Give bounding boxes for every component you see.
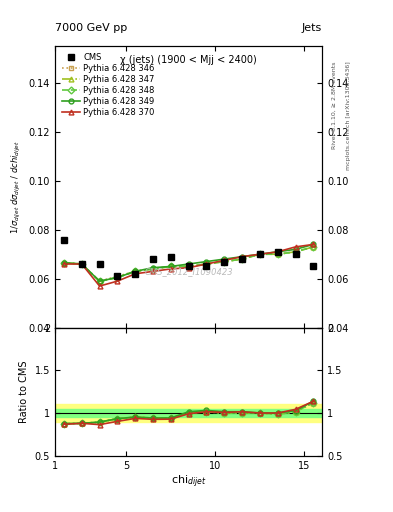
Y-axis label: Ratio to CMS: Ratio to CMS xyxy=(19,360,29,423)
Text: mcplots.cern.ch [arXiv:1306.3436]: mcplots.cern.ch [arXiv:1306.3436] xyxy=(346,61,351,170)
Y-axis label: $1/\sigma_{dijet}\ d\sigma_{dijet}\ /\ dchi_{dijet}$: $1/\sigma_{dijet}\ d\sigma_{dijet}\ /\ d… xyxy=(10,140,23,234)
Text: 7000 GeV pp: 7000 GeV pp xyxy=(55,23,127,33)
Text: CMS_2012_I1090423: CMS_2012_I1090423 xyxy=(144,267,233,276)
Text: Rivet 3.1.10, ≥ 2.8M events: Rivet 3.1.10, ≥ 2.8M events xyxy=(332,61,337,149)
X-axis label: chi$_{dijet}$: chi$_{dijet}$ xyxy=(171,473,206,489)
Legend: CMS, Pythia 6.428 346, Pythia 6.428 347, Pythia 6.428 348, Pythia 6.428 349, Pyt: CMS, Pythia 6.428 346, Pythia 6.428 347,… xyxy=(59,50,157,120)
Text: χ (jets) (1900 < Mjj < 2400): χ (jets) (1900 < Mjj < 2400) xyxy=(120,55,257,65)
Text: Jets: Jets xyxy=(302,23,322,33)
